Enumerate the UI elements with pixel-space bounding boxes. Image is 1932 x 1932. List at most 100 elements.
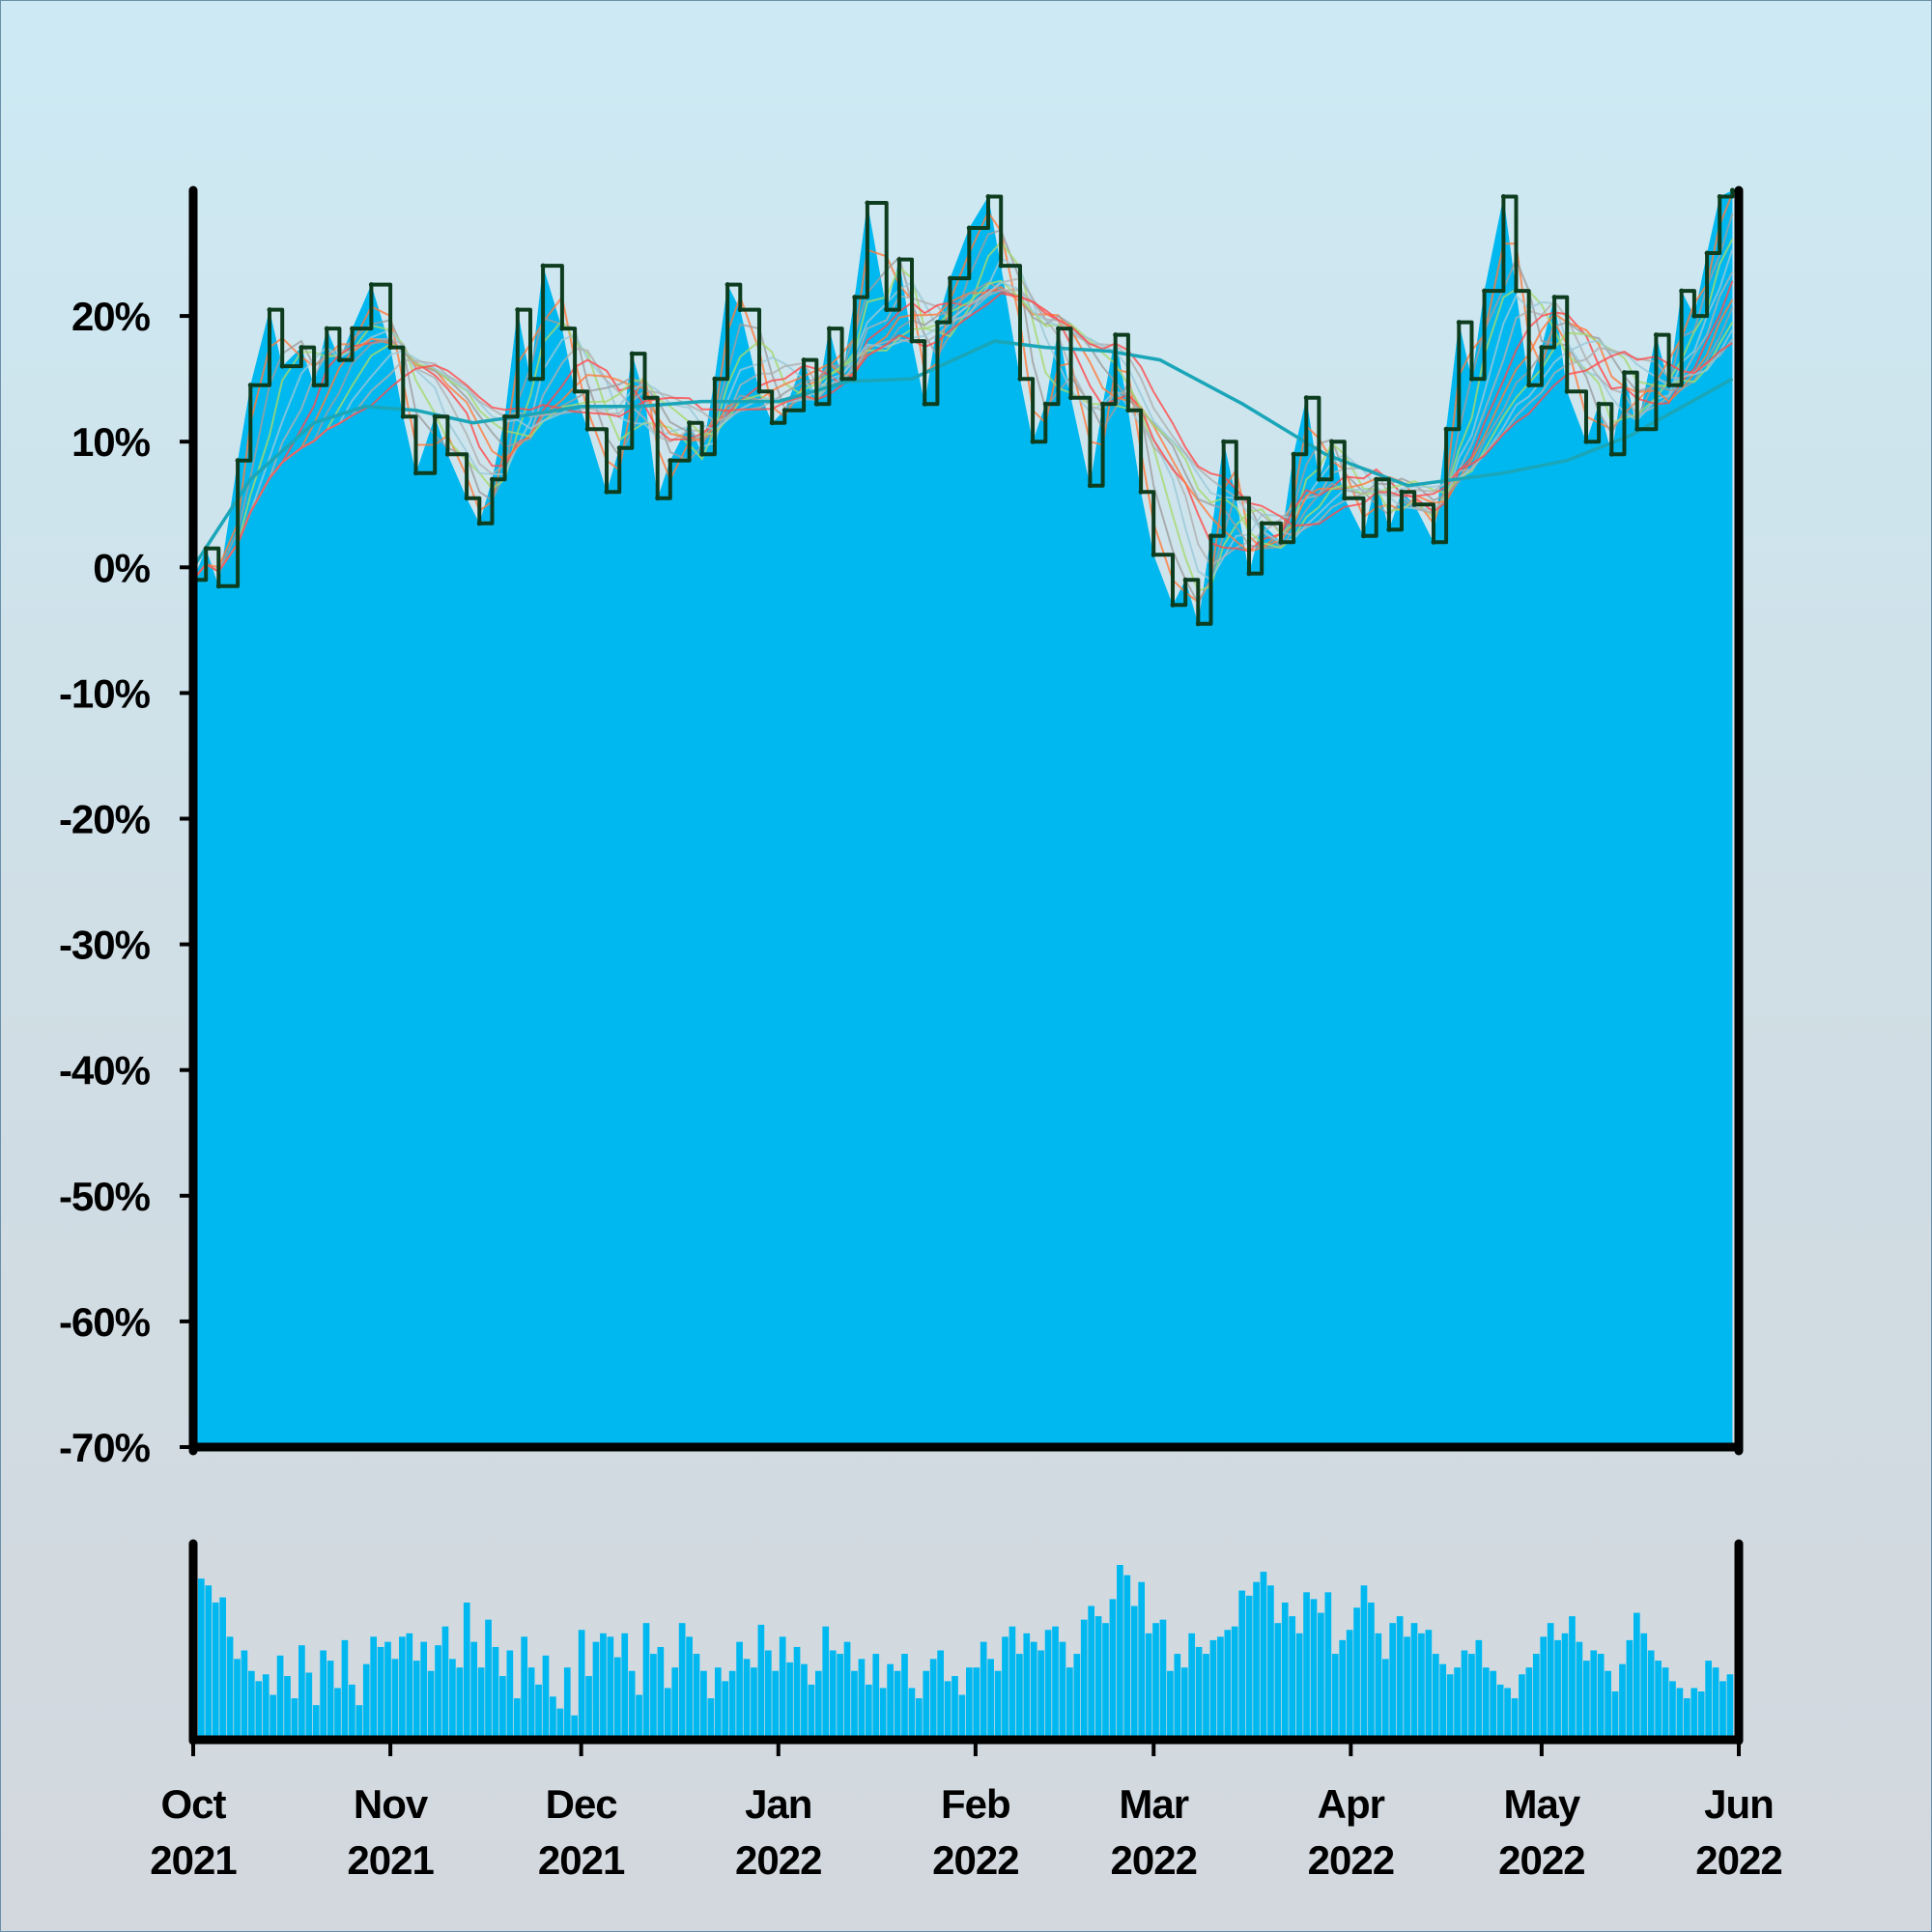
price-point [1113, 332, 1119, 338]
price-point [1182, 577, 1188, 582]
volume-bar [843, 1641, 851, 1736]
volume-bar [1662, 1667, 1669, 1736]
volume-bar [1360, 1585, 1368, 1736]
price-point [865, 200, 870, 206]
price-point [985, 194, 991, 199]
price-point [279, 363, 285, 369]
volume-bar [987, 1659, 994, 1736]
volume-bar [1180, 1667, 1188, 1736]
volume-bar [513, 1698, 521, 1736]
volume-bar [1260, 1572, 1267, 1736]
price-point [1634, 426, 1640, 432]
price-point [687, 420, 693, 426]
price-point [655, 496, 661, 501]
price-point [1100, 401, 1106, 407]
volume-bar [270, 1694, 276, 1736]
volume-bar [327, 1661, 334, 1736]
volume-bar [1174, 1654, 1181, 1736]
price-point [826, 326, 832, 331]
volume-bar [1016, 1654, 1023, 1736]
volume-bar [355, 1705, 363, 1736]
volume-bar [1582, 1661, 1590, 1736]
volume-bar [851, 1670, 858, 1736]
volume-bar [535, 1684, 542, 1736]
volume-bar [1719, 1681, 1726, 1736]
price-point [235, 458, 241, 464]
volume-bar [276, 1655, 284, 1736]
volume-bar [412, 1661, 420, 1736]
volume-bar [205, 1585, 213, 1736]
volume-bar [563, 1667, 571, 1736]
volume-bar [334, 1688, 341, 1736]
volume-bar [1231, 1626, 1238, 1736]
volume-bar [384, 1641, 391, 1736]
price-point [1691, 313, 1697, 319]
x-axis: Oct 2021 Nov 2021 Dec 2021 Jan 2022 Feb 2022 Mar 20… [150, 1740, 1783, 1883]
volume-bar [1676, 1688, 1684, 1736]
volume-bar [1697, 1690, 1705, 1736]
volume-bar [642, 1623, 650, 1736]
volume-bar [420, 1641, 428, 1736]
volume-bar [1590, 1650, 1598, 1736]
price-point [1234, 496, 1239, 501]
volume-bar [829, 1650, 837, 1736]
price-point [1208, 533, 1213, 539]
volume-bar [592, 1641, 600, 1736]
volume-bar [492, 1646, 499, 1736]
price-point [1125, 408, 1131, 413]
volume-bar [858, 1659, 866, 1736]
volume-bar [664, 1688, 671, 1736]
price-point [1551, 295, 1557, 300]
volume-bar [1195, 1646, 1203, 1736]
volume-bar [578, 1630, 585, 1736]
price-point [724, 282, 730, 288]
volume-bar [1640, 1633, 1648, 1736]
volume-bar [1389, 1623, 1397, 1736]
volume-bar [1238, 1590, 1246, 1736]
price-point [966, 225, 972, 231]
volume-bar [980, 1641, 987, 1736]
price-point [203, 546, 209, 552]
volume-bar [1504, 1688, 1511, 1736]
price-point [527, 376, 533, 382]
price-point [642, 395, 647, 401]
volume-bar [1375, 1633, 1382, 1736]
volume-bar [506, 1650, 514, 1736]
price-point [1259, 521, 1264, 526]
volume-bar [370, 1636, 378, 1736]
price-point [1386, 526, 1392, 532]
volume-bar [1461, 1650, 1468, 1736]
price-point [1291, 451, 1296, 457]
ma-ribbon-line [192, 271, 1734, 581]
volume-bar [1496, 1684, 1504, 1736]
volume-bar [1468, 1654, 1475, 1736]
volume-bar [801, 1663, 808, 1736]
volume-bar [1088, 1605, 1094, 1736]
price-point [616, 445, 622, 451]
volume-bar [915, 1698, 923, 1736]
volume-bar [1310, 1599, 1318, 1736]
price-point [515, 307, 521, 313]
volume-bar [1037, 1650, 1044, 1736]
price-line-layer [190, 187, 1735, 627]
price-point [1221, 439, 1227, 444]
volume-bar [470, 1641, 478, 1736]
volume-bar [728, 1670, 736, 1736]
price-point [1456, 320, 1462, 326]
y-tick-label: -10% [59, 670, 151, 716]
ma-ribbon-line [192, 238, 1734, 592]
price-point [559, 326, 565, 331]
volume-bar [779, 1636, 786, 1736]
moving-average-layer [191, 339, 1734, 569]
price-point [1087, 483, 1093, 489]
volume-bar [1123, 1575, 1131, 1736]
price-point [1622, 370, 1627, 376]
volume-bar [312, 1705, 320, 1736]
price-fill-layer [193, 190, 1733, 1447]
x-tick-month: Mar [1119, 1781, 1188, 1827]
volume-bar [1009, 1626, 1016, 1736]
volume-bar [1626, 1639, 1634, 1736]
volume-bar [793, 1646, 801, 1736]
x-tick-year: 2022 [1308, 1837, 1394, 1883]
price-point [1666, 383, 1672, 388]
